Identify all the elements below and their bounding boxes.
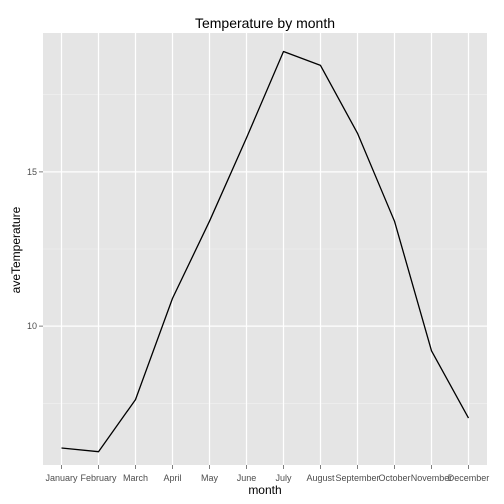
x-tick-label: September: [335, 473, 379, 483]
axes: 10 15 January February March April May June July…: [27, 167, 489, 483]
chart-title: Temperature by month: [195, 15, 335, 31]
x-tick-label: January: [45, 473, 78, 483]
series-layer: [61, 50, 470, 453]
y-axis-title: aveTemperature: [9, 206, 23, 293]
y-tick-label: 15: [27, 167, 37, 177]
y-tick-label: 10: [27, 321, 37, 331]
x-tick-label: October: [378, 473, 410, 483]
x-tick-label: March: [123, 473, 148, 483]
x-tick-label: February: [80, 473, 117, 483]
series-line-aveTemperature: [61, 50, 470, 453]
x-tick-label: November: [411, 473, 453, 483]
x-tick-label: August: [306, 473, 335, 483]
x-tick-label: May: [201, 473, 219, 483]
x-tick-label: April: [163, 473, 181, 483]
major-gridlines: [43, 33, 487, 465]
x-tick-label: June: [237, 473, 257, 483]
x-axis-title: month: [248, 483, 281, 497]
x-tick-label: December: [448, 473, 490, 483]
x-tick-label: July: [275, 473, 292, 483]
